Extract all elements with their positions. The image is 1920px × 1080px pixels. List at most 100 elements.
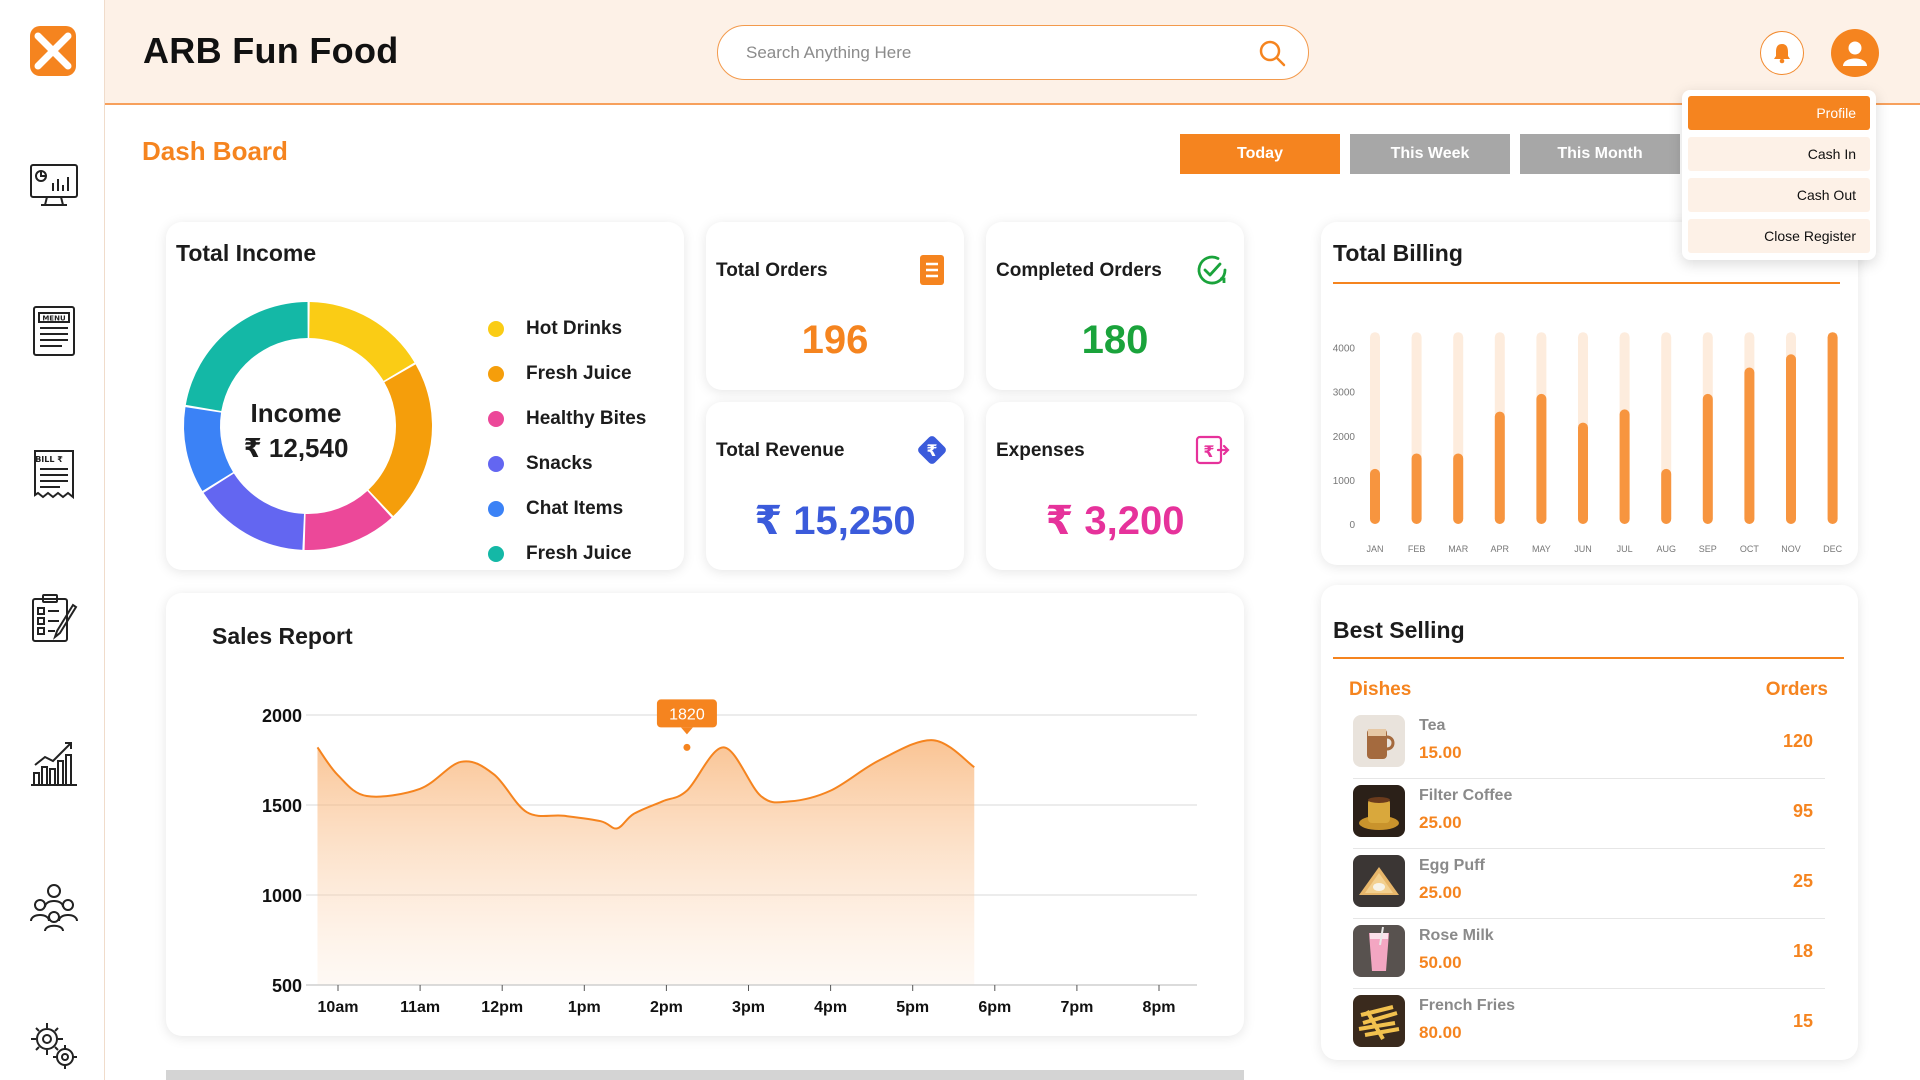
- income-center-label: Income: [250, 398, 342, 428]
- sales-x-tick: 1pm: [568, 999, 601, 1016]
- sidebar-item-dashboard[interactable]: [26, 158, 82, 214]
- sales-x-tick: 6pm: [978, 999, 1011, 1016]
- best-selling-row[interactable]: Rose Milk 50.00 18: [1353, 919, 1825, 989]
- billing-bar: [1536, 393, 1547, 524]
- billing-bar: [1370, 468, 1380, 524]
- legend-dot: [488, 545, 504, 562]
- income-legend: Hot Drinks Fresh Juice Healthy Bites Snacks…: [488, 306, 646, 576]
- sales-title: Sales Report: [212, 623, 353, 649]
- billing-x-tick: DEC: [1823, 544, 1843, 554]
- legend-label: Hot Drinks: [526, 317, 623, 339]
- billing-bar: [1453, 453, 1464, 524]
- menu-item-profile[interactable]: Profile: [1688, 96, 1870, 130]
- sales-x-tick: 7pm: [1060, 999, 1093, 1016]
- sales-report-card: Sales Report 500 1000 1500 2000 10am 11am 12pm…: [166, 593, 1244, 1036]
- sidebar-item-staff[interactable]: [26, 878, 82, 934]
- best-selling-divider: [1333, 657, 1844, 659]
- sales-y-tick: 2000: [262, 706, 302, 726]
- billing-x-tick: MAR: [1448, 544, 1469, 554]
- legend-label: Chat Items: [526, 497, 624, 519]
- best-selling-row[interactable]: Filter Coffee 25.00 95: [1353, 779, 1825, 849]
- legend-item: Hot Drinks: [488, 306, 646, 351]
- billing-x-tick: JUN: [1574, 544, 1592, 554]
- user-icon: [1843, 41, 1867, 66]
- filter-today-button[interactable]: Today: [1180, 134, 1340, 174]
- sidebar-item-reports[interactable]: [26, 734, 82, 790]
- bell-icon: [1774, 44, 1790, 64]
- completed-orders-label: Completed Orders: [996, 260, 1162, 281]
- rose-milk-image: [1353, 925, 1405, 977]
- dish-orders: 15: [1792, 1011, 1813, 1031]
- sidebar-item-orders[interactable]: [26, 590, 82, 646]
- billing-bar: [1786, 354, 1796, 524]
- income-title: Total Income: [176, 240, 317, 266]
- sales-tooltip-pointer: [680, 727, 693, 735]
- billing-bar: [1578, 422, 1588, 524]
- page-title: Dash Board: [142, 136, 288, 166]
- income-center: Income ₹ 12,540: [196, 398, 396, 464]
- analytics-icon: [31, 742, 77, 786]
- billing-bar: [1619, 409, 1630, 524]
- sidebar-item-menu[interactable]: MENU: [26, 302, 82, 358]
- best-selling-row[interactable]: Egg Puff 25.00 25: [1353, 849, 1825, 919]
- filter-month-button[interactable]: This Month: [1520, 134, 1680, 174]
- dish-orders: 25: [1792, 871, 1813, 891]
- sidebar-item-billing[interactable]: BILL ₹: [26, 446, 82, 502]
- menu-item-close-register[interactable]: Close Register: [1688, 219, 1870, 253]
- notifications-button[interactable]: [1760, 31, 1804, 75]
- search-bar: [717, 25, 1309, 80]
- billing-x-tick: JAN: [1366, 544, 1383, 554]
- dish-name: Egg Puff: [1419, 857, 1485, 874]
- total-revenue-label: Total Revenue: [716, 440, 845, 461]
- billing-x-tick: JUL: [1617, 544, 1633, 554]
- dish-name: Rose Milk: [1419, 927, 1494, 944]
- dish-price: 25.00: [1419, 883, 1462, 902]
- donut-slice: [368, 364, 432, 517]
- total-revenue-card: Total Revenue ₹ ₹ 15,250: [706, 402, 964, 570]
- dish-orders: 120: [1782, 731, 1813, 751]
- sales-x-tick: 8pm: [1143, 999, 1176, 1016]
- user-avatar-button[interactable]: [1831, 29, 1879, 77]
- dish-orders: 18: [1792, 941, 1813, 961]
- donut-slice: [203, 473, 305, 550]
- billing-y-tick: 2000: [1333, 432, 1356, 443]
- sales-x-tick: 12pm: [481, 999, 523, 1016]
- sales-y-tick: 500: [272, 976, 302, 996]
- completed-orders-card: Completed Orders 180: [986, 222, 1244, 390]
- filter-week-button[interactable]: This Week: [1350, 134, 1510, 174]
- best-selling-row[interactable]: Tea 15.00 120: [1353, 709, 1825, 779]
- svg-text:BILL ₹: BILL ₹: [35, 455, 63, 464]
- sales-x-tick: 5pm: [896, 999, 929, 1016]
- billing-bar: [1494, 411, 1505, 524]
- document-icon: [920, 255, 944, 285]
- svg-text:MENU: MENU: [42, 315, 66, 323]
- menu-item-cash-in[interactable]: Cash In: [1688, 137, 1870, 171]
- french-fries-image: [1353, 995, 1405, 1047]
- menu-item-cash-out[interactable]: Cash Out: [1688, 178, 1870, 212]
- app-title: ARB Fun Food: [143, 30, 399, 71]
- sales-highlight-point: [683, 743, 691, 751]
- sales-x-tick: 10am: [318, 999, 359, 1016]
- sales-x-tick: 2pm: [650, 999, 683, 1016]
- horizontal-scrollbar[interactable]: [166, 1070, 1244, 1080]
- legend-item: Fresh Juice: [488, 351, 646, 396]
- legend-label: Snacks: [526, 452, 593, 474]
- best-selling-row[interactable]: French Fries 80.00 15: [1353, 989, 1825, 1059]
- expenses-value: ₹ 3,200: [1045, 499, 1185, 543]
- billing-y-tick: 4000: [1333, 344, 1356, 355]
- sidebar-item-settings[interactable]: [26, 1018, 82, 1074]
- best-selling-card: Best Selling Dishes Orders Tea 15.00 120…: [1321, 585, 1858, 1060]
- dish-price: 25.00: [1419, 813, 1462, 832]
- billing-x-tick: AUG: [1656, 544, 1676, 554]
- billing-y-tick: 1000: [1333, 476, 1356, 487]
- legend-item: Snacks: [488, 441, 646, 486]
- dashboard-icon: [30, 164, 78, 206]
- billing-x-tick: SEP: [1699, 544, 1717, 554]
- checklist-icon: [32, 594, 78, 642]
- svg-text:₹: ₹: [1203, 442, 1214, 461]
- billing-title: Total Billing: [1333, 240, 1463, 266]
- search-icon[interactable]: [1258, 39, 1286, 67]
- billing-y-tick: 3000: [1333, 388, 1356, 399]
- total-orders-label: Total Orders: [716, 260, 828, 281]
- search-input[interactable]: [746, 40, 1226, 66]
